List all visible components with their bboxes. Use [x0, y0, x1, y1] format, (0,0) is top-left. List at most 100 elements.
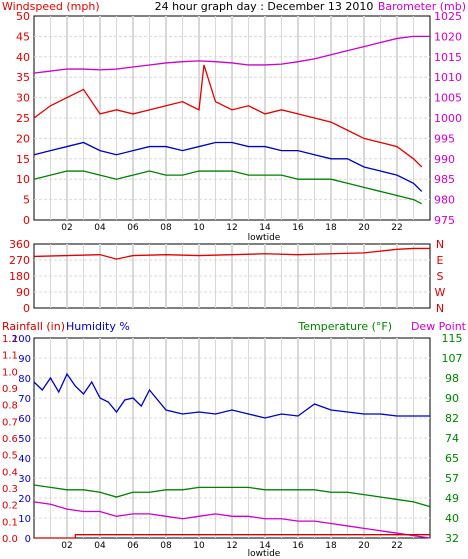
windspeed-tick-label: 15 [16, 153, 30, 166]
windspeed-tick-label: 45 [16, 30, 30, 43]
wind-low-line [33, 170, 423, 205]
humidity-tick-label: 100 [12, 334, 31, 345]
compass-tick-label: N [436, 302, 444, 315]
rain-tick-label: 0.3 [2, 484, 18, 495]
graph-title: 24 hour graph day : December 13 2010 [155, 0, 374, 13]
compass-tick-label: W [435, 286, 446, 299]
temperature-axis-title: Temperature (°F) [297, 320, 392, 333]
rain-tick-label: 0.0 [2, 534, 18, 545]
rainfall-line [34, 534, 430, 539]
humidity-tick-label: 30 [18, 474, 31, 485]
compass-tick-label: E [437, 254, 444, 267]
windspeed-tick-label: 50 [16, 10, 30, 23]
windspeed-tick-label: 30 [16, 92, 30, 105]
wind-grid [34, 16, 430, 220]
x-tick-label: 20 [358, 223, 370, 233]
wind-yticks-left: 0 5 10 15 20 25 30 35 40 45 50 [16, 10, 30, 227]
temperature-tick-label: 49 [445, 492, 459, 505]
humidity-axis-title: Humidity % [66, 320, 130, 333]
humidity-tick-label: 0 [25, 534, 31, 545]
rain-tick-label: 0.8 [2, 401, 18, 412]
windspeed-tick-label: 20 [16, 132, 30, 145]
direction-tick-label: 0 [23, 302, 30, 315]
x-tick-label: 14 [259, 223, 271, 233]
x-tick-label: 06 [127, 541, 139, 551]
gust-line [33, 64, 423, 168]
direction-grid [34, 244, 430, 308]
rain-tick-label: 0.6 [2, 434, 18, 445]
rain-yticks: 0.0 0.1 0.2 0.3 0.4 0.5 0.6 0.7 0.8 0.9 1.0 1.1 1.2 [2, 334, 18, 545]
wind-xticks: 02 04 06 08 10 12 14 16 18 20 22 [61, 223, 402, 233]
temperature-line [33, 484, 431, 508]
x-tick-label: 10 [193, 223, 205, 233]
rainfall-axis-title: Rainfall (in) [2, 320, 65, 333]
barometer-tick-label: 1020 [434, 30, 462, 43]
barometer-tick-label: 995 [434, 132, 455, 145]
rain-tick-label: 1.0 [2, 367, 18, 378]
direction-tick-label: 180 [9, 270, 30, 283]
humidity-tick-label: 70 [18, 394, 31, 405]
x-tick-label: 08 [160, 541, 172, 551]
temperature-tick-label: 82 [445, 412, 459, 425]
temperature-yticks: 32 40 49 57 65 74 82 90 98 107 115 [442, 332, 463, 545]
humidity-tick-label: 20 [18, 494, 31, 505]
compass-tick-label: S [437, 270, 444, 283]
humidity-tick-label: 40 [18, 454, 31, 465]
humidity-line [33, 372, 430, 419]
dewpoint-axis-title: Dew Point [411, 320, 467, 333]
barometer-tick-label: 1015 [434, 51, 462, 64]
barometer-tick-label: 975 [434, 214, 455, 227]
x-tick-label: 22 [391, 223, 402, 233]
barometer-tick-label: 1000 [434, 112, 462, 125]
wind-x-sublabel: lowtide [248, 233, 281, 243]
climate-series [33, 372, 431, 539]
rain-tick-label: 0.9 [2, 384, 18, 395]
windspeed-tick-label: 40 [16, 51, 30, 64]
barometer-tick-label: 1010 [434, 71, 462, 84]
x-tick-label: 10 [193, 541, 205, 551]
climate-grid [34, 338, 430, 538]
x-tick-label: 12 [226, 541, 237, 551]
humidity-yticks: 0 10 20 30 40 50 60 70 80 90 100 [12, 334, 31, 545]
temperature-tick-label: 74 [445, 432, 459, 445]
temperature-tick-label: 98 [445, 372, 459, 385]
windspeed-axis-title: Windspeed (mph) [2, 0, 100, 13]
windspeed-tick-label: 5 [23, 194, 30, 207]
barometer-line [33, 35, 430, 74]
x-tick-label: 14 [259, 541, 271, 551]
x-tick-label: 02 [61, 541, 72, 551]
dewpoint-line [33, 501, 431, 539]
x-tick-label: 20 [358, 541, 370, 551]
direction-series [33, 247, 430, 260]
temperature-tick-label: 115 [442, 332, 463, 345]
rain-tick-label: 0.5 [2, 451, 18, 462]
compass-tick-label: N [436, 238, 444, 251]
humidity-tick-label: 90 [18, 354, 31, 365]
x-tick-label: 16 [292, 541, 304, 551]
x-tick-label: 04 [94, 541, 106, 551]
x-tick-label: 12 [226, 223, 237, 233]
barometer-tick-label: 1005 [434, 92, 462, 105]
barometer-tick-label: 985 [434, 173, 455, 186]
wind-avg-line [33, 141, 423, 192]
x-tick-label: 18 [325, 541, 337, 551]
temperature-tick-label: 57 [445, 472, 459, 485]
direction-tick-label: 270 [9, 254, 30, 267]
temperature-tick-label: 40 [445, 512, 459, 525]
rain-tick-label: 0.2 [2, 501, 18, 512]
temperature-tick-label: 90 [445, 392, 459, 405]
rain-tick-label: 1.2 [2, 334, 18, 345]
x-tick-label: 04 [94, 223, 106, 233]
barometer-tick-label: 980 [434, 194, 455, 207]
direction-tick-label: 90 [16, 286, 30, 299]
windspeed-tick-label: 10 [16, 173, 30, 186]
climate-x-sublabel: lowtide [248, 549, 281, 559]
temperature-tick-label: 32 [445, 532, 459, 545]
climate-xticks: 02 04 06 08 10 12 14 16 18 20 22 [61, 541, 402, 551]
direction-tick-label: 360 [9, 238, 30, 251]
x-tick-label: 18 [325, 223, 337, 233]
windspeed-tick-label: 35 [16, 71, 30, 84]
rain-tick-label: 0.7 [2, 417, 18, 428]
humidity-tick-label: 80 [18, 374, 31, 385]
